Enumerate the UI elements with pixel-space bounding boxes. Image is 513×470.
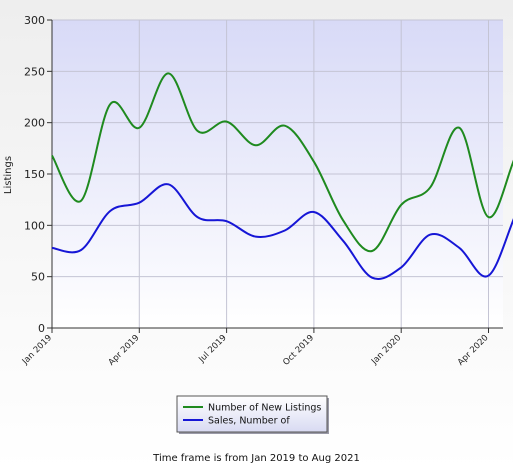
y-tick-label: 150 xyxy=(24,168,45,181)
legend-box xyxy=(176,395,328,433)
y-tick-label: 200 xyxy=(24,117,45,130)
series-line-new-listings xyxy=(51,72,513,253)
y-tick-label: 0 xyxy=(38,322,45,335)
legend-label: Number of New Listings xyxy=(208,403,321,414)
series-lines xyxy=(51,72,513,280)
y-tick-label: 250 xyxy=(24,65,45,78)
y-tick-label: 300 xyxy=(24,14,45,27)
legend-label: Sales, Number of xyxy=(208,416,290,427)
y-tick-label: 100 xyxy=(24,219,45,232)
series-line-sales xyxy=(51,183,513,280)
legend: Number of New Listings Sales, Number of xyxy=(176,395,329,434)
y-axis-label: Listings xyxy=(3,156,14,194)
timeframe-note: Time frame is from Jan 2019 to Aug 2021 xyxy=(153,453,360,464)
y-tick-label: 50 xyxy=(31,271,45,284)
